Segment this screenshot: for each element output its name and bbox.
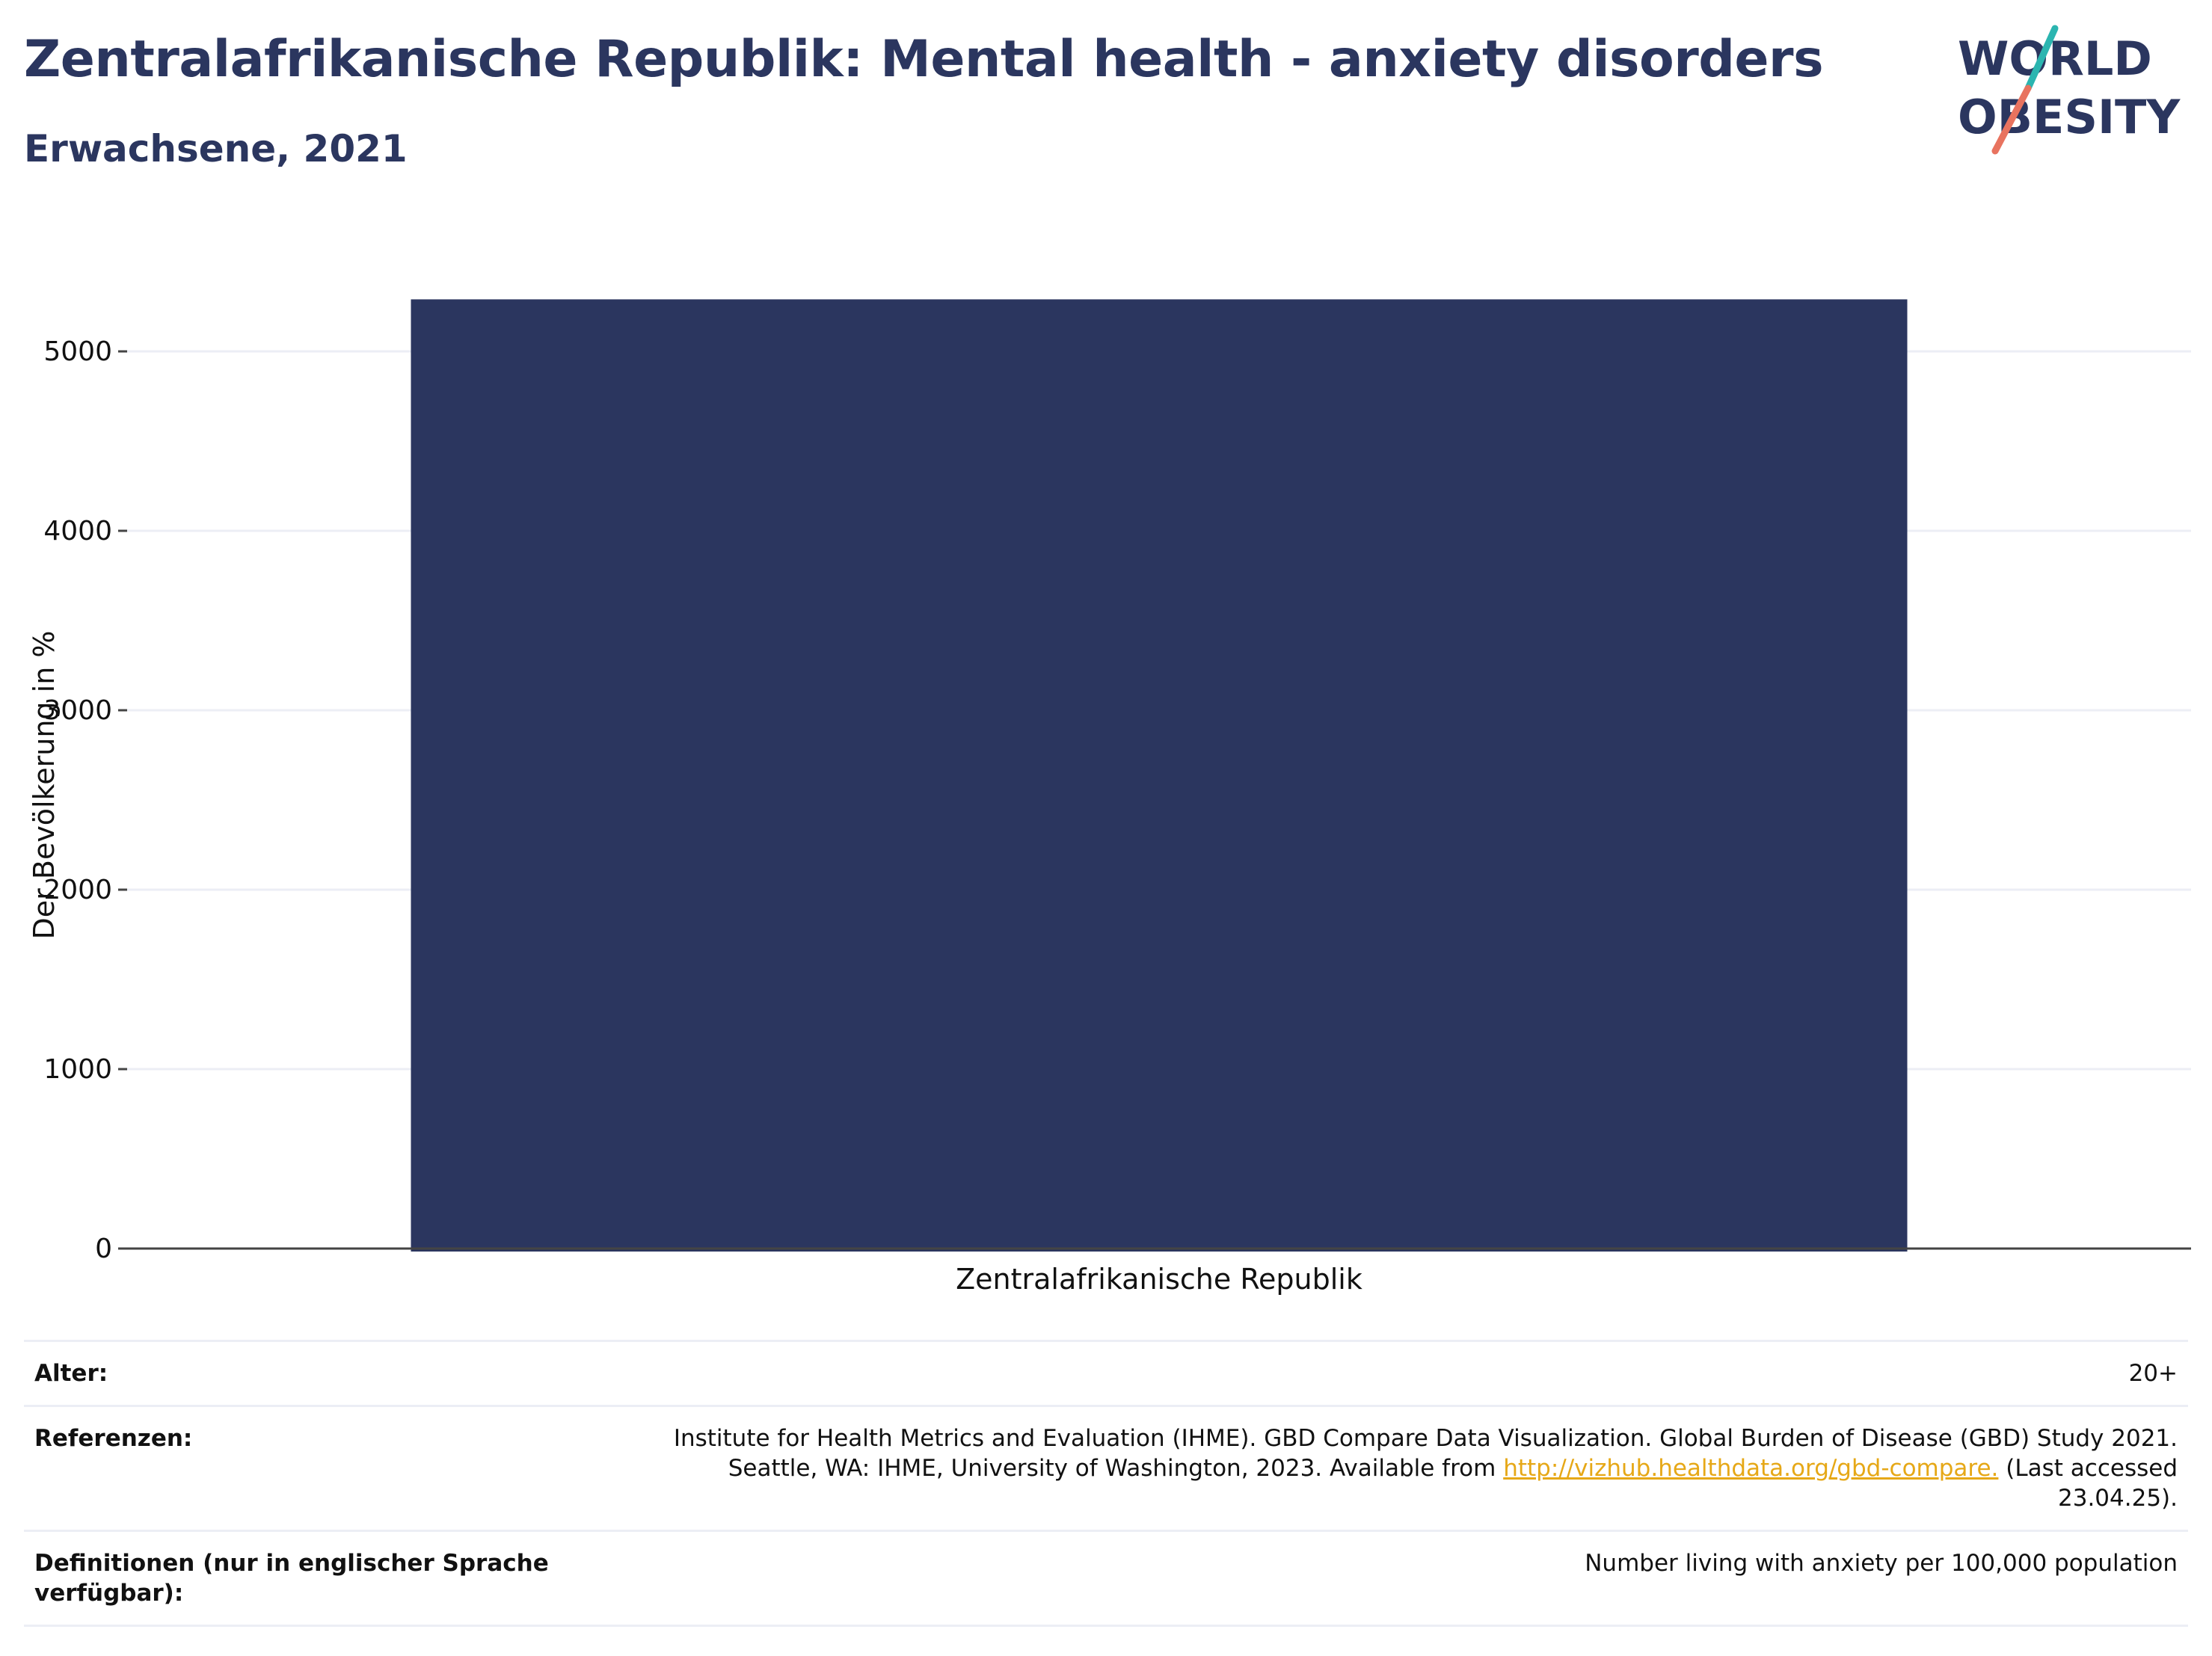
definitions-value: Number living with anxiety per 100,000 p… [1585, 1550, 2178, 1577]
references-line-3: 23.04.25). [2058, 1485, 2178, 1512]
y-tick-label: 2000 [43, 875, 112, 905]
logo-word-obesity: OBESITY [1958, 90, 2181, 144]
references-line-2: Seattle, WA: IHME, University of Washing… [558, 1453, 2178, 1483]
y-tick-label: 4000 [43, 516, 112, 547]
references-link[interactable]: http://vizhub.healthdata.org/gbd-compare… [1503, 1455, 1999, 1482]
y-axis-title: Der Bevölkerung in % [28, 631, 61, 940]
x-tick-label: Zentralafrikanische Republik [956, 1263, 1362, 1296]
references-text: Seattle, WA: IHME, University of Washing… [728, 1455, 1504, 1482]
bars [411, 299, 1908, 1252]
logo-word-world: WORLD [1958, 31, 2152, 86]
world-obesity-logo: WORLD OBESITY [1944, 22, 2199, 161]
meta-row-definitions: Definitionen (nur in englischer Sprache … [24, 1530, 2188, 1627]
bar-chart: 0 1000 2000 3000 4000 5000 Zentralafrikanische… [0, 194, 2212, 1331]
logo-slash-top [2024, 25, 2059, 92]
chart-subtitle: Erwachsene, 2021 [24, 127, 408, 170]
y-tick-label: 5000 [43, 336, 112, 367]
meta-row-age: Alter: 20+ [24, 1340, 2188, 1405]
axis-labels: 0 1000 2000 3000 4000 5000 Zentralafrikanische… [28, 336, 1362, 1296]
chart-title: Zentralafrikanische Republik: Mental hea… [24, 30, 1824, 89]
y-tick-label: 1000 [43, 1054, 112, 1085]
logo-slash-bottom [1991, 84, 2032, 155]
references-line-1: Institute for Health Metrics and Evaluat… [673, 1425, 2178, 1452]
bar [411, 299, 1908, 1252]
y-tick-label: 0 [95, 1234, 112, 1264]
meta-row-references: Referenzen: Institute for Health Metrics… [24, 1405, 2188, 1530]
definitions-label: Definitionen (nur in englischer Sprache … [34, 1550, 549, 1607]
age-value: 20+ [2128, 1360, 2178, 1387]
y-tick-label: 3000 [43, 695, 112, 726]
references-value: Institute for Health Metrics and Evaluat… [558, 1423, 2178, 1513]
metadata-table: Alter: 20+ Referenzen: Institute for Hea… [24, 1340, 2188, 1627]
references-label: Referenzen: [34, 1425, 193, 1452]
age-label: Alter: [34, 1360, 108, 1387]
references-text-after: (Last accessed [1998, 1455, 2178, 1482]
